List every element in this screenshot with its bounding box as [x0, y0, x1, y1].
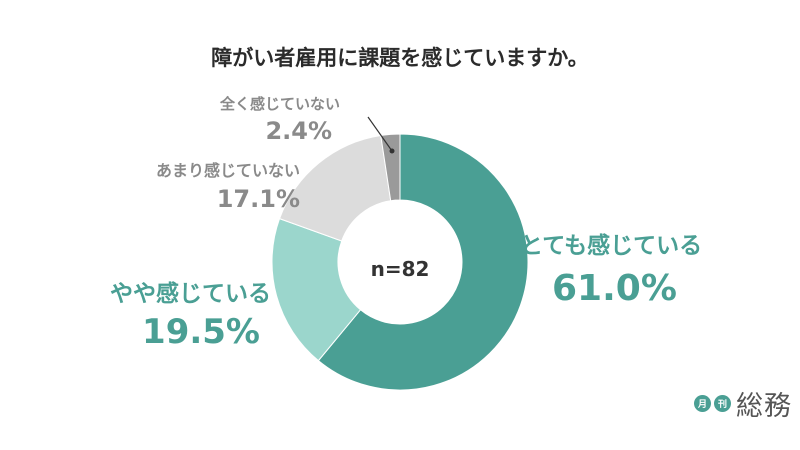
- logo-badge: 月: [694, 395, 711, 412]
- slice-value: 2.4%: [265, 117, 332, 145]
- logo-badge: 刊: [714, 395, 731, 412]
- leader-dot: [389, 148, 395, 154]
- publisher-logo: 月 刊 総務: [694, 384, 792, 423]
- slice-label-not-at-all: 全く感じていない 2.4%: [220, 93, 341, 145]
- pie-slice-1: [271, 218, 362, 362]
- slice-name: あまり感じていない: [155, 161, 300, 180]
- leader-line: [367, 116, 393, 152]
- slice-value: 61.0%: [552, 268, 677, 309]
- chart-title: 障がい者雇用に課題を感じていますか。: [211, 46, 589, 70]
- slice-name: とても感じている: [520, 233, 703, 259]
- slice-value: 17.1%: [216, 185, 300, 213]
- slice-name: 全く感じていない: [220, 95, 341, 113]
- slice-label-very-much: とても感じている 61.0%: [520, 226, 702, 309]
- slice-label-somewhat: やや感じている 19.5%: [110, 274, 271, 352]
- logo-text: 総務: [736, 391, 792, 422]
- pie-slice-3: [380, 133, 401, 202]
- slice-label-not-much: あまり感じていない 17.1%: [150, 157, 300, 213]
- pie-slice-0: [317, 133, 529, 391]
- center-label: n=82: [371, 257, 430, 281]
- slice-value: 19.5%: [142, 312, 260, 352]
- slice-name: やや感じている: [110, 281, 271, 307]
